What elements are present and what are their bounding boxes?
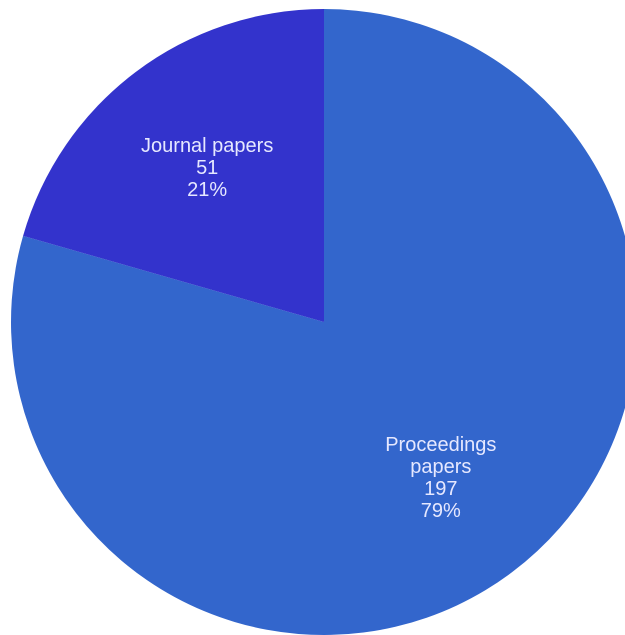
labels-layer: Proceedings papers 197 79% Journal papers 51 2…: [141, 135, 496, 522]
pie-slice-0: [11, 9, 625, 635]
slice-label-0: Proceedings papers 197 79%: [385, 434, 496, 522]
slices-layer: [11, 9, 625, 635]
slice-name-text: Proceedings: [385, 434, 496, 456]
pie-slice-1: [23, 9, 325, 322]
slice-name-text: papers: [410, 456, 471, 478]
slice-name-text: Journal papers: [141, 135, 273, 157]
slice-percent-text: 79%: [421, 500, 461, 522]
slice-value-text: 51: [196, 157, 218, 179]
slice-label-1: Journal papers 51 21%: [141, 135, 273, 201]
slice-percent-text: 21%: [187, 179, 227, 201]
slice-value-text: 197: [424, 478, 457, 500]
